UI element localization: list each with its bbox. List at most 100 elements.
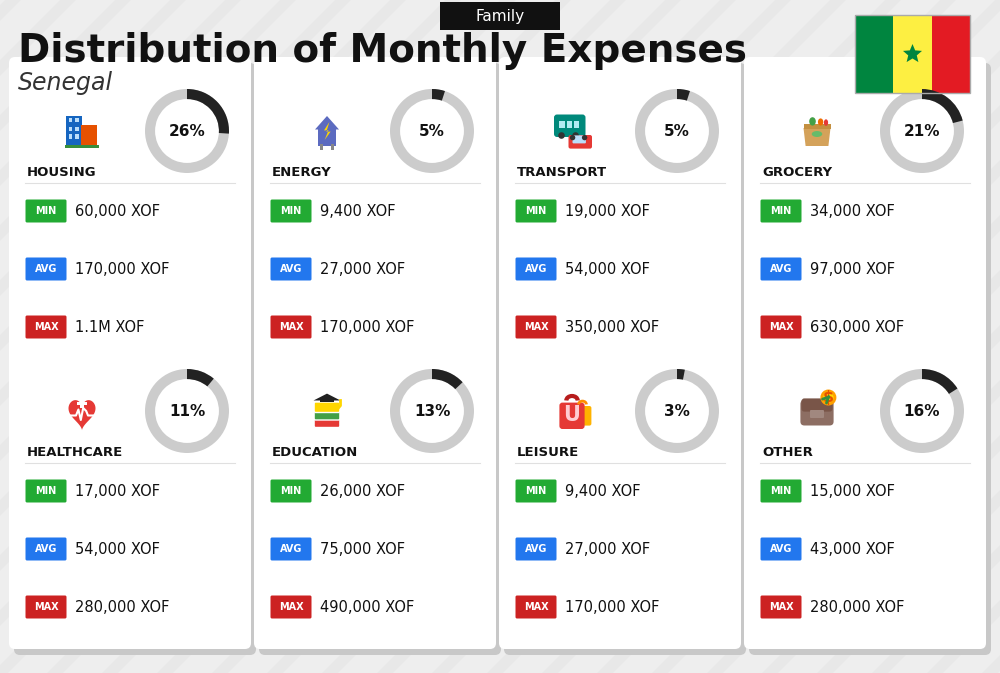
- FancyBboxPatch shape: [516, 479, 556, 503]
- Text: 26%: 26%: [169, 124, 205, 139]
- Text: 11%: 11%: [169, 404, 205, 419]
- Text: 5%: 5%: [664, 124, 690, 139]
- Wedge shape: [635, 89, 719, 173]
- Text: MAX: MAX: [34, 602, 58, 612]
- Polygon shape: [315, 116, 339, 129]
- Polygon shape: [69, 400, 95, 430]
- Wedge shape: [145, 369, 229, 453]
- Text: 17,000 XOF: 17,000 XOF: [75, 483, 160, 499]
- FancyBboxPatch shape: [804, 125, 830, 129]
- FancyBboxPatch shape: [75, 118, 79, 122]
- Text: 15,000 XOF: 15,000 XOF: [810, 483, 895, 499]
- FancyBboxPatch shape: [516, 258, 556, 281]
- Text: MIN: MIN: [525, 486, 547, 496]
- FancyBboxPatch shape: [26, 479, 66, 503]
- FancyBboxPatch shape: [314, 417, 340, 427]
- FancyBboxPatch shape: [9, 57, 251, 369]
- Ellipse shape: [812, 131, 822, 137]
- FancyBboxPatch shape: [26, 258, 66, 281]
- FancyBboxPatch shape: [567, 121, 572, 128]
- FancyBboxPatch shape: [761, 596, 802, 618]
- FancyBboxPatch shape: [800, 400, 834, 425]
- Text: MIN: MIN: [35, 206, 57, 216]
- FancyBboxPatch shape: [318, 129, 336, 146]
- FancyBboxPatch shape: [320, 144, 323, 149]
- Text: AVG: AVG: [280, 264, 302, 274]
- Text: 60,000 XOF: 60,000 XOF: [75, 203, 160, 219]
- Wedge shape: [390, 89, 474, 173]
- Text: AVG: AVG: [280, 544, 302, 554]
- Text: AVG: AVG: [770, 544, 792, 554]
- FancyBboxPatch shape: [270, 258, 312, 281]
- Wedge shape: [880, 369, 964, 453]
- FancyBboxPatch shape: [75, 135, 79, 139]
- Wedge shape: [922, 89, 963, 123]
- Wedge shape: [145, 89, 229, 173]
- FancyBboxPatch shape: [744, 57, 986, 369]
- Wedge shape: [677, 89, 690, 101]
- FancyBboxPatch shape: [9, 337, 251, 649]
- Text: 9,400 XOF: 9,400 XOF: [320, 203, 396, 219]
- Text: 280,000 XOF: 280,000 XOF: [75, 600, 169, 614]
- FancyBboxPatch shape: [80, 399, 84, 408]
- Text: MIN: MIN: [525, 206, 547, 216]
- Text: 16%: 16%: [904, 404, 940, 419]
- Text: MAX: MAX: [769, 322, 793, 332]
- Text: 54,000 XOF: 54,000 XOF: [75, 542, 160, 557]
- FancyBboxPatch shape: [559, 121, 565, 128]
- Text: HOUSING: HOUSING: [27, 166, 97, 180]
- FancyBboxPatch shape: [75, 127, 79, 131]
- FancyBboxPatch shape: [801, 398, 833, 412]
- FancyBboxPatch shape: [66, 116, 82, 146]
- Text: AVG: AVG: [525, 264, 547, 274]
- Text: MAX: MAX: [34, 322, 58, 332]
- Text: 26,000 XOF: 26,000 XOF: [320, 483, 405, 499]
- Wedge shape: [635, 369, 719, 453]
- FancyBboxPatch shape: [320, 398, 334, 402]
- Text: OTHER: OTHER: [762, 446, 813, 460]
- Text: MAX: MAX: [279, 602, 303, 612]
- Circle shape: [558, 132, 565, 139]
- FancyBboxPatch shape: [81, 125, 97, 146]
- FancyBboxPatch shape: [559, 402, 585, 429]
- FancyBboxPatch shape: [26, 316, 66, 339]
- FancyBboxPatch shape: [516, 596, 556, 618]
- FancyBboxPatch shape: [574, 121, 579, 128]
- FancyBboxPatch shape: [499, 57, 741, 369]
- Text: AVG: AVG: [35, 264, 57, 274]
- FancyBboxPatch shape: [314, 409, 340, 420]
- FancyBboxPatch shape: [259, 343, 501, 655]
- FancyBboxPatch shape: [440, 2, 560, 30]
- Wedge shape: [922, 369, 957, 394]
- Text: 13%: 13%: [414, 404, 450, 419]
- Wedge shape: [432, 89, 445, 101]
- Text: 5%: 5%: [419, 124, 445, 139]
- FancyBboxPatch shape: [749, 63, 991, 375]
- FancyBboxPatch shape: [14, 63, 256, 375]
- Text: MIN: MIN: [280, 486, 302, 496]
- FancyBboxPatch shape: [259, 63, 501, 375]
- Text: MAX: MAX: [524, 322, 548, 332]
- FancyBboxPatch shape: [810, 410, 824, 418]
- FancyBboxPatch shape: [761, 316, 802, 339]
- Text: 170,000 XOF: 170,000 XOF: [320, 320, 414, 334]
- FancyBboxPatch shape: [554, 114, 586, 137]
- Text: EDUCATION: EDUCATION: [272, 446, 358, 460]
- Text: MIN: MIN: [280, 206, 302, 216]
- FancyBboxPatch shape: [270, 316, 312, 339]
- FancyBboxPatch shape: [516, 538, 556, 561]
- Text: 490,000 XOF: 490,000 XOF: [320, 600, 414, 614]
- Wedge shape: [432, 369, 463, 389]
- FancyBboxPatch shape: [270, 479, 312, 503]
- Text: ENERGY: ENERGY: [272, 166, 332, 180]
- FancyBboxPatch shape: [254, 57, 496, 369]
- Text: MAX: MAX: [524, 602, 548, 612]
- Text: U: U: [564, 404, 580, 425]
- FancyBboxPatch shape: [855, 15, 893, 93]
- Ellipse shape: [818, 118, 823, 126]
- FancyBboxPatch shape: [314, 402, 340, 413]
- Ellipse shape: [809, 117, 816, 126]
- FancyBboxPatch shape: [572, 135, 586, 143]
- FancyBboxPatch shape: [893, 15, 932, 93]
- Text: Family: Family: [475, 9, 525, 24]
